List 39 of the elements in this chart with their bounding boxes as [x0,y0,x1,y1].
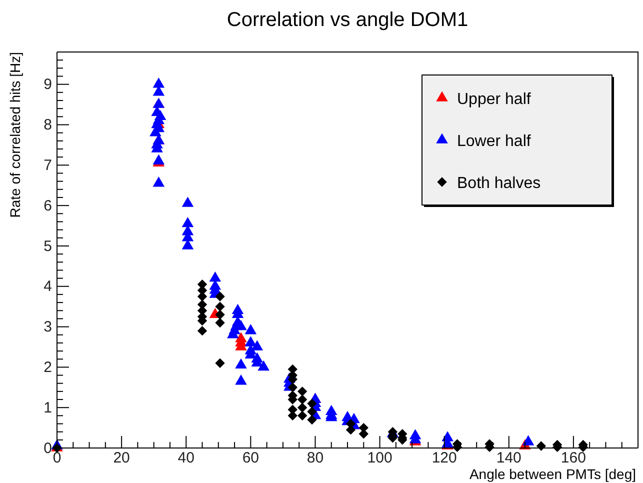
point [215,302,225,312]
y-axis-title: Rate of correlated hits [Hz] [7,52,23,218]
point [358,429,368,439]
y-tick-label: 9 [44,76,52,94]
y-tick-label: 1 [44,399,52,416]
point [288,382,298,392]
point [297,394,308,404]
x-tick-label: 160 [560,450,586,467]
x-tick-label: 100 [367,450,392,467]
point [235,332,247,342]
x-tick-label: 80 [306,450,324,467]
legend-label: Both halves [457,175,541,192]
point [307,398,317,408]
point [307,406,317,416]
legend-label: Upper half [457,91,532,108]
point [307,414,317,425]
y-tick-label: 2 [44,358,52,376]
point [197,326,208,336]
y-tick-label: 8 [44,116,52,134]
x-axis-title: Angle between PMTs [deg] [469,466,636,482]
legend-label: Lower half [457,133,532,150]
point [215,358,225,368]
point [297,410,308,421]
x-tick-label: 60 [242,450,260,467]
y-tick-label: 3 [44,318,52,336]
x-tick-label: 40 [178,450,194,467]
point [297,402,308,412]
point [297,386,308,396]
point [215,292,225,302]
x-tick-label: 20 [113,450,130,467]
point [215,310,225,320]
x-tick-label: 120 [432,450,457,467]
y-tick-label: 6 [44,197,52,214]
point [215,318,225,328]
y-tick-label: 4 [44,278,52,296]
chart-title: Correlation vs angle DOM1 [226,9,468,31]
x-tick-label: 140 [496,450,522,467]
y-tick-label: 7 [44,156,52,174]
y-tick-label: 5 [44,238,52,255]
